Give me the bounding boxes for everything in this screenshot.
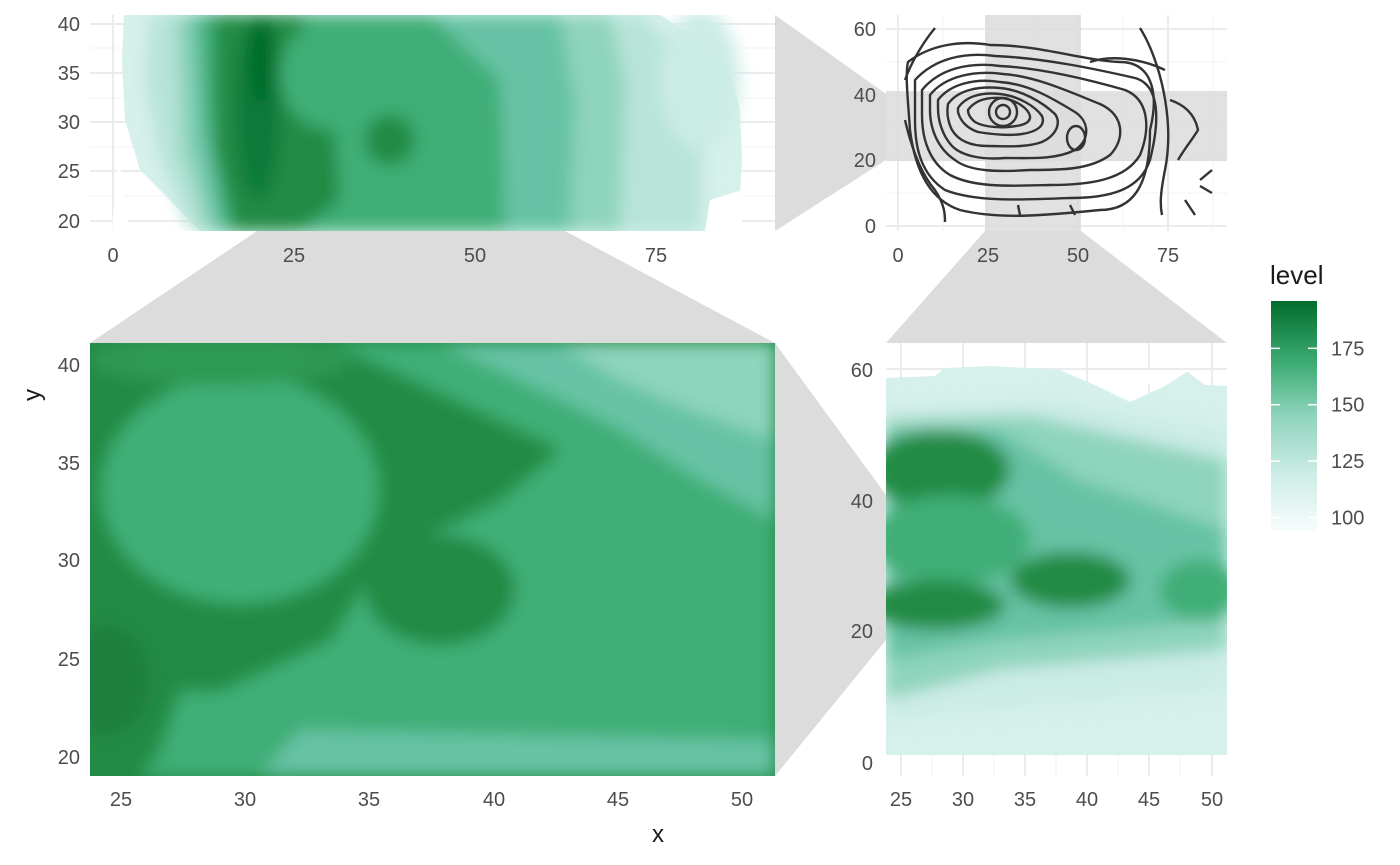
y-tick-label: 0 bbox=[865, 216, 876, 238]
panel-overview-contour: 60 40 20 0 0 25 50 75 bbox=[854, 15, 1227, 267]
x-tick-label: 30 bbox=[234, 789, 256, 811]
contour-line bbox=[946, 86, 1059, 148]
y-tick-label: 40 bbox=[851, 491, 873, 513]
panel-zoom-xy-y-ticks: 40 35 30 25 20 bbox=[58, 355, 80, 769]
zoom-bands bbox=[90, 15, 1227, 776]
panel-zoom-xy-x-ticks: 25 30 35 40 45 50 bbox=[110, 789, 753, 811]
y-tick-label: 40 bbox=[854, 85, 876, 107]
contour-line bbox=[987, 96, 1019, 128]
y-axis-title: y bbox=[19, 389, 46, 401]
x-tick-label: 40 bbox=[483, 789, 505, 811]
y-tick-label: 60 bbox=[854, 19, 876, 41]
x-tick-label: 75 bbox=[645, 245, 667, 267]
contour-line bbox=[920, 63, 1148, 187]
x-tick-label: 50 bbox=[1067, 245, 1089, 267]
y-tick-label: 40 bbox=[58, 14, 80, 36]
y-tick-label: 20 bbox=[851, 621, 873, 643]
contour-line bbox=[1089, 57, 1166, 72]
panel-zoom-xy-fill bbox=[90, 343, 775, 776]
x-tick-label: 25 bbox=[283, 245, 305, 267]
legend-tick-label: 175 bbox=[1331, 338, 1364, 360]
x-tick-label: 25 bbox=[977, 245, 999, 267]
x-tick-label: 75 bbox=[1157, 245, 1179, 267]
contour-line bbox=[913, 53, 1158, 201]
panel-overview-density: 40 35 30 25 20 0 25 50 75 bbox=[58, 14, 775, 267]
y-tick-label: 30 bbox=[58, 550, 80, 572]
panel-zoom-xy: 40 35 30 25 20 25 30 35 40 45 50 x y bbox=[19, 343, 775, 848]
y-tick-label: 35 bbox=[58, 63, 80, 85]
x-tick-label: 40 bbox=[1076, 789, 1098, 811]
panel-overview-contour-x-ticks: 0 25 50 75 bbox=[892, 245, 1179, 267]
zoom-band-right bbox=[886, 231, 1227, 343]
legend-tick-label: 100 bbox=[1331, 507, 1364, 529]
x-tick-label: 50 bbox=[731, 789, 753, 811]
contour-line bbox=[903, 27, 936, 81]
x-tick-label: 45 bbox=[1138, 789, 1160, 811]
contour-line bbox=[1138, 27, 1170, 216]
legend: level 100 125 150 175 bbox=[1270, 260, 1364, 531]
y-tick-label: 20 bbox=[854, 150, 876, 172]
x-tick-label: 35 bbox=[1014, 789, 1036, 811]
x-tick-label: 0 bbox=[107, 245, 118, 267]
panel-zoom-x-y-ticks: 60 40 20 0 bbox=[851, 360, 873, 775]
y-tick-label: 60 bbox=[851, 360, 873, 382]
x-tick-label: 0 bbox=[892, 245, 903, 267]
y-tick-label: 30 bbox=[58, 112, 80, 134]
x-tick-label: 50 bbox=[464, 245, 486, 267]
panel-overview-density-y-ticks: 40 35 30 25 20 bbox=[58, 14, 80, 233]
y-tick-label: 25 bbox=[58, 649, 80, 671]
zoom-band-left bbox=[90, 231, 775, 343]
zoom-band-middle bbox=[775, 343, 886, 776]
y-tick-label: 20 bbox=[58, 747, 80, 769]
contour-lines bbox=[903, 27, 1213, 223]
x-tick-label: 35 bbox=[358, 789, 380, 811]
x-tick-label: 45 bbox=[607, 789, 629, 811]
legend-tick-label: 150 bbox=[1331, 395, 1364, 417]
x-axis-title: x bbox=[652, 821, 664, 848]
contour-line bbox=[1184, 199, 1196, 216]
panel-zoom-x: 60 40 20 0 25 30 35 40 45 50 bbox=[851, 343, 1227, 811]
contour-line bbox=[1016, 204, 1077, 216]
y-tick-label: 25 bbox=[58, 161, 80, 183]
legend-ticks: 100 125 150 175 bbox=[1271, 338, 1364, 529]
contour-line bbox=[1169, 98, 1200, 161]
y-tick-label: 0 bbox=[862, 753, 873, 775]
y-tick-label: 40 bbox=[58, 355, 80, 377]
contour-line bbox=[903, 119, 947, 223]
zoom-band-top bbox=[775, 15, 886, 231]
legend-colorbar bbox=[1271, 301, 1317, 531]
legend-title: level bbox=[1270, 260, 1323, 290]
panel-overview-density-fill bbox=[112, 15, 742, 231]
contour-line bbox=[1199, 169, 1213, 195]
y-tick-label: 20 bbox=[58, 211, 80, 233]
x-tick-label: 30 bbox=[952, 789, 974, 811]
x-tick-label: 25 bbox=[890, 789, 912, 811]
panel-zoom-x-fill bbox=[886, 366, 1227, 755]
x-tick-label: 50 bbox=[1201, 789, 1223, 811]
panel-overview-density-x-ticks: 0 25 50 75 bbox=[107, 245, 667, 267]
contour-line bbox=[994, 103, 1012, 121]
contour-line bbox=[928, 71, 1122, 173]
x-tick-label: 25 bbox=[110, 789, 132, 811]
panel-zoom-x-x-ticks: 25 30 35 40 45 50 bbox=[890, 789, 1223, 811]
contour-line bbox=[1065, 124, 1087, 152]
panel-overview-contour-y-ticks: 60 40 20 0 bbox=[854, 19, 876, 238]
contour-line bbox=[956, 92, 1045, 137]
legend-tick-label: 125 bbox=[1331, 451, 1364, 473]
y-tick-label: 35 bbox=[58, 453, 80, 475]
